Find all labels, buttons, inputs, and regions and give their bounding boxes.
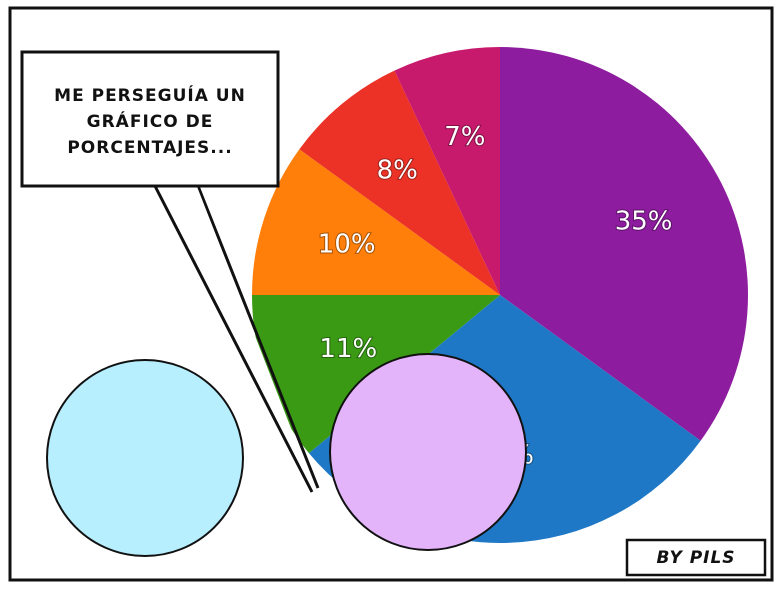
slice-label: 35% (615, 206, 673, 236)
slice-label: 8% (377, 155, 418, 185)
character-circle (47, 360, 243, 556)
comic-panel: 35%29%11%10%8%7% ME PERSEGUÍA UN GRÁFICO… (0, 0, 782, 590)
slice-label: 11% (319, 334, 377, 364)
bubble-line: ME PERSEGUÍA UN (54, 84, 246, 106)
character-circle (330, 354, 526, 550)
credit: BY PILS (656, 548, 735, 568)
bubble-line: GRÁFICO DE (87, 110, 214, 132)
slice-label: 10% (318, 230, 376, 260)
slice-label: 7% (444, 122, 485, 152)
bubble-line: PORCENTAJES... (67, 138, 232, 158)
